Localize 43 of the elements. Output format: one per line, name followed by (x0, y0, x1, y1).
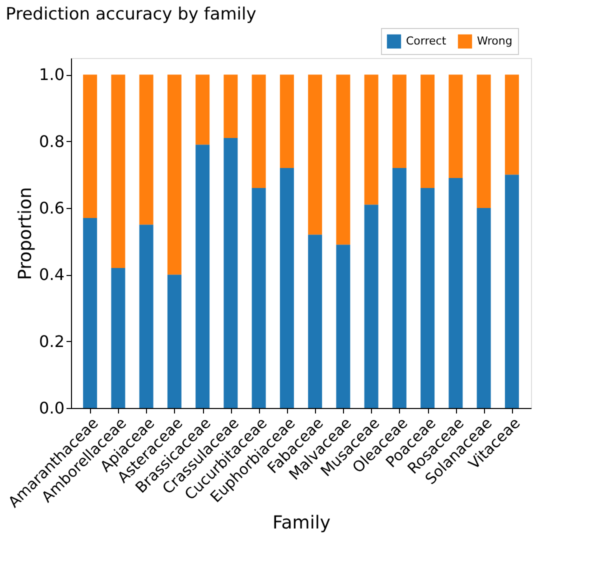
bar (420, 74, 435, 188)
bar (476, 74, 491, 208)
bar (364, 74, 378, 205)
y-tick-label: 0.4 (39, 265, 64, 284)
bar (308, 74, 322, 235)
bar (504, 74, 519, 175)
bar (224, 138, 238, 408)
bar (167, 274, 182, 408)
legend-label: Correct (406, 34, 447, 48)
bar (196, 74, 210, 145)
legend-label: Wrong (477, 34, 512, 48)
bar (308, 234, 322, 408)
y-tick-label: 0.0 (39, 398, 64, 418)
chart-title: Prediction accuracy by family (6, 4, 256, 24)
y-axis-title: Proportion (15, 187, 36, 280)
bar (420, 188, 435, 408)
bar (139, 74, 154, 225)
y-tick-label: 0.8 (39, 132, 64, 151)
bar (139, 224, 154, 408)
y-tick-label: 0.2 (39, 332, 64, 351)
bar (280, 168, 294, 408)
bar (252, 188, 266, 408)
bar (504, 174, 519, 408)
bar (280, 74, 294, 168)
bar (83, 74, 98, 218)
x-axis-title: Family (272, 512, 331, 534)
bar (111, 74, 126, 268)
bar (83, 218, 98, 408)
bar (252, 74, 266, 188)
y-tick-label: 0.6 (39, 198, 64, 218)
bar (224, 74, 238, 138)
bar (336, 74, 350, 245)
bar (392, 74, 406, 168)
bar (336, 244, 350, 408)
bar (392, 168, 406, 408)
bar (167, 74, 182, 275)
bar (476, 208, 491, 408)
bar (196, 144, 210, 408)
y-tick-label: 1.0 (39, 65, 64, 84)
bar (111, 268, 126, 408)
bar (364, 204, 378, 408)
bar (448, 74, 463, 178)
bar (448, 178, 463, 408)
